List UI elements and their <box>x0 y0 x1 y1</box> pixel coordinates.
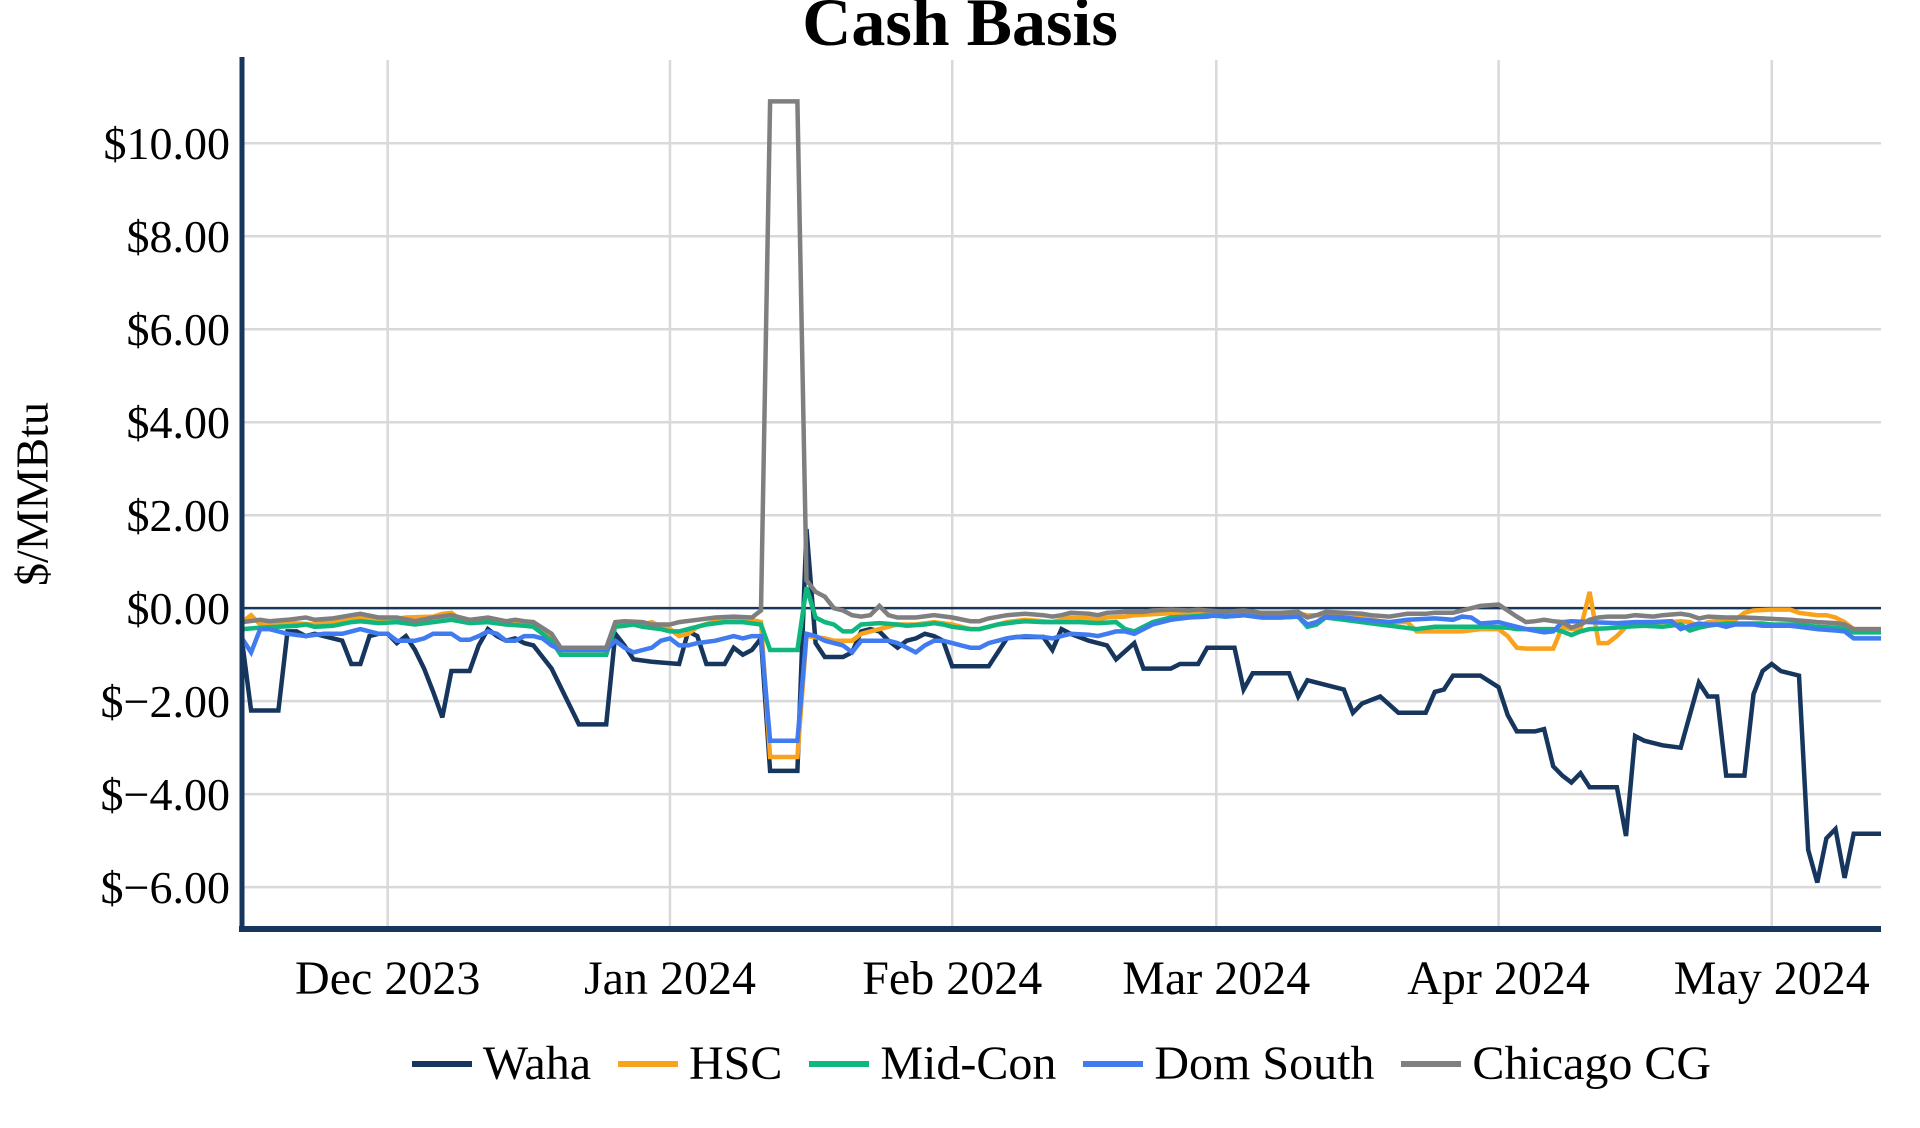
x-tick-label: Apr 2024 <box>1407 952 1590 1005</box>
x-tick-label: Jan 2024 <box>584 952 756 1005</box>
y-axis-title: $/MMBtu <box>6 401 58 587</box>
y-tick-label: $10.00 <box>104 118 231 169</box>
x-tick-label: Feb 2024 <box>862 952 1042 1005</box>
legend-item-waha: Waha <box>411 1037 591 1090</box>
series-line-dom-south <box>240 612 1881 743</box>
legend-label-dom-south: Dom South <box>1154 1037 1375 1090</box>
legend-item-hsc: HSC <box>618 1040 782 1088</box>
y-tick-label: $4.00 <box>127 397 231 448</box>
legend-label-waha: Waha <box>482 1037 591 1090</box>
y-tick-label: $6.00 <box>127 304 231 355</box>
x-tick-label: May 2024 <box>1674 952 1870 1005</box>
legend: Waha HSC Mid-Con Dom South Chicago CG <box>242 1036 1881 1092</box>
series-line-waha <box>239 528 1881 884</box>
y-tick-label: $0.00 <box>127 583 231 634</box>
x-tick-label: Dec 2023 <box>295 952 480 1005</box>
y-tick-label: $−6.00 <box>101 862 230 913</box>
legend-item-dom-south: Dom South <box>1083 1040 1374 1088</box>
legend-swatch-dom-south <box>1083 1061 1144 1067</box>
legend-swatch-hsc <box>618 1061 678 1067</box>
y-tick-label: $−2.00 <box>101 676 230 727</box>
legend-label-chicago-cg: Chicago CG <box>1472 1037 1712 1090</box>
legend-swatch-waha <box>411 1061 472 1067</box>
x-tick-label: Mar 2024 <box>1122 952 1310 1005</box>
legend-swatch-mid-con <box>809 1061 870 1067</box>
series-line-mid-con <box>241 586 1881 657</box>
y-tick-label: $2.00 <box>127 490 231 541</box>
legend-item-mid-con: Mid-Con <box>809 1040 1056 1088</box>
y-tick-label: $8.00 <box>127 211 231 262</box>
legend-label-hsc: HSC <box>689 1037 783 1090</box>
chart-title: Cash Basis <box>802 0 1118 60</box>
series-line-chicago-cg <box>241 99 1881 650</box>
y-tick-label: $−4.00 <box>101 769 230 820</box>
legend-item-chicago-cg: Chicago CG <box>1401 1040 1711 1088</box>
legend-swatch-chicago-cg <box>1401 1061 1462 1067</box>
legend-label-mid-con: Mid-Con <box>880 1037 1057 1090</box>
